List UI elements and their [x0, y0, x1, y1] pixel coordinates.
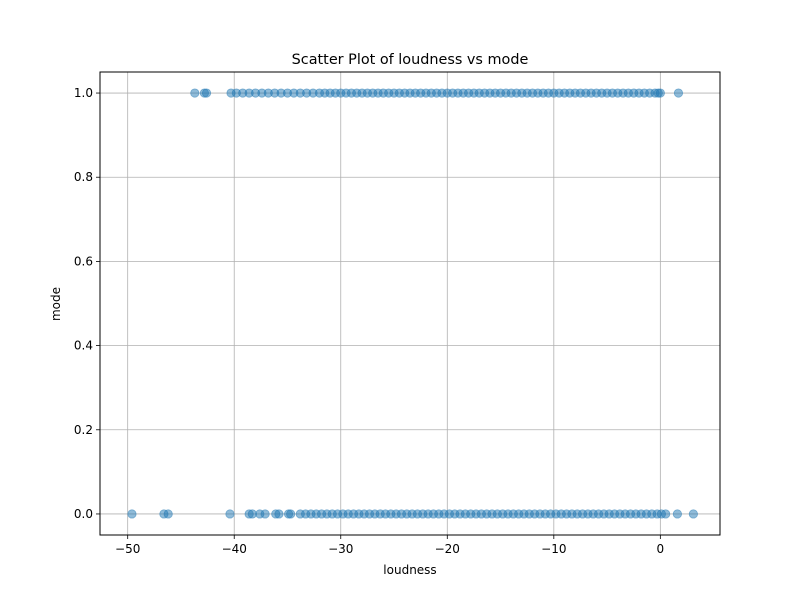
- y-tick-label: 0.4: [74, 339, 93, 353]
- y-tick-label: 1.0: [74, 86, 93, 100]
- y-tick-label: 0.2: [74, 423, 93, 437]
- data-point: [201, 88, 212, 98]
- data-point: [225, 509, 235, 519]
- y-tick-label: 0.0: [74, 507, 93, 521]
- x-tick-label: −20: [435, 542, 460, 556]
- chart-title: Scatter Plot of loudness vs mode: [292, 52, 529, 68]
- y-tick-label: 0.8: [74, 170, 93, 184]
- x-tick-label: −30: [328, 542, 353, 556]
- data-point: [260, 509, 270, 519]
- data-point: [655, 88, 665, 98]
- data-point: [190, 88, 200, 98]
- x-tick-label: −50: [115, 542, 140, 556]
- y-tick-label: 0.6: [74, 254, 93, 268]
- data-point: [688, 509, 698, 519]
- plot-area-frame: [99, 71, 721, 536]
- data-point: [274, 509, 284, 519]
- data-point: [163, 509, 173, 519]
- x-tick-label: −10: [541, 542, 566, 556]
- y-axis-label: mode: [49, 287, 63, 321]
- data-point: [661, 509, 671, 519]
- data-points: [127, 88, 698, 519]
- data-point: [286, 509, 296, 519]
- data-point: [673, 88, 684, 98]
- axis-ticks: −50 −40 −30 −20 −10 0 0.0 0.2 0.4 0.6 0.8 1.0: [74, 86, 664, 556]
- x-axis-label: loudness: [383, 563, 436, 577]
- grid: [100, 72, 720, 535]
- data-point: [127, 509, 137, 519]
- data-point: [672, 509, 682, 519]
- x-tick-label: −40: [222, 542, 247, 556]
- x-tick-label: 0: [657, 542, 665, 556]
